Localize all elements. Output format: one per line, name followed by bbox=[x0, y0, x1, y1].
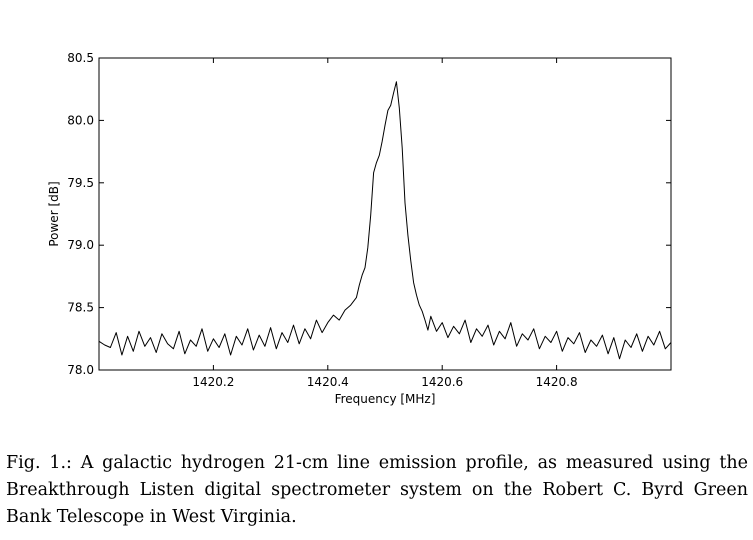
series-line bbox=[98, 81, 672, 360]
y-tick-label: 79.0 bbox=[67, 238, 94, 252]
y-axis-title: Power [dB] bbox=[47, 181, 61, 246]
figure-caption: Fig. 1.: A galactic hydrogen 21-cm line … bbox=[6, 453, 748, 527]
x-tick-label: 1420.8 bbox=[536, 375, 578, 389]
y-tick-label: 78.0 bbox=[67, 363, 94, 377]
x-tick-label: 1420.4 bbox=[307, 375, 349, 389]
x-axis-title: Frequency [MHz] bbox=[335, 392, 436, 406]
y-axis: 78.0 78.5 79.0 79.5 80.0 80.5 bbox=[67, 51, 671, 377]
plot-frame bbox=[98, 57, 672, 371]
x-tick-label: 1420.2 bbox=[192, 375, 234, 389]
x-tick-label: 1420.6 bbox=[421, 375, 463, 389]
y-tick-label: 80.5 bbox=[67, 51, 94, 65]
y-tick-label: 79.5 bbox=[67, 176, 94, 190]
y-tick-label: 80.0 bbox=[67, 113, 94, 127]
y-tick-label: 78.5 bbox=[67, 301, 94, 315]
x-axis: 1420.2 1420.4 1420.6 1420.8 bbox=[192, 58, 578, 389]
spectrum-chart: 1420.2 1420.4 1420.6 1420.8 78.0 78.5 79.0 79.… bbox=[47, 51, 672, 406]
